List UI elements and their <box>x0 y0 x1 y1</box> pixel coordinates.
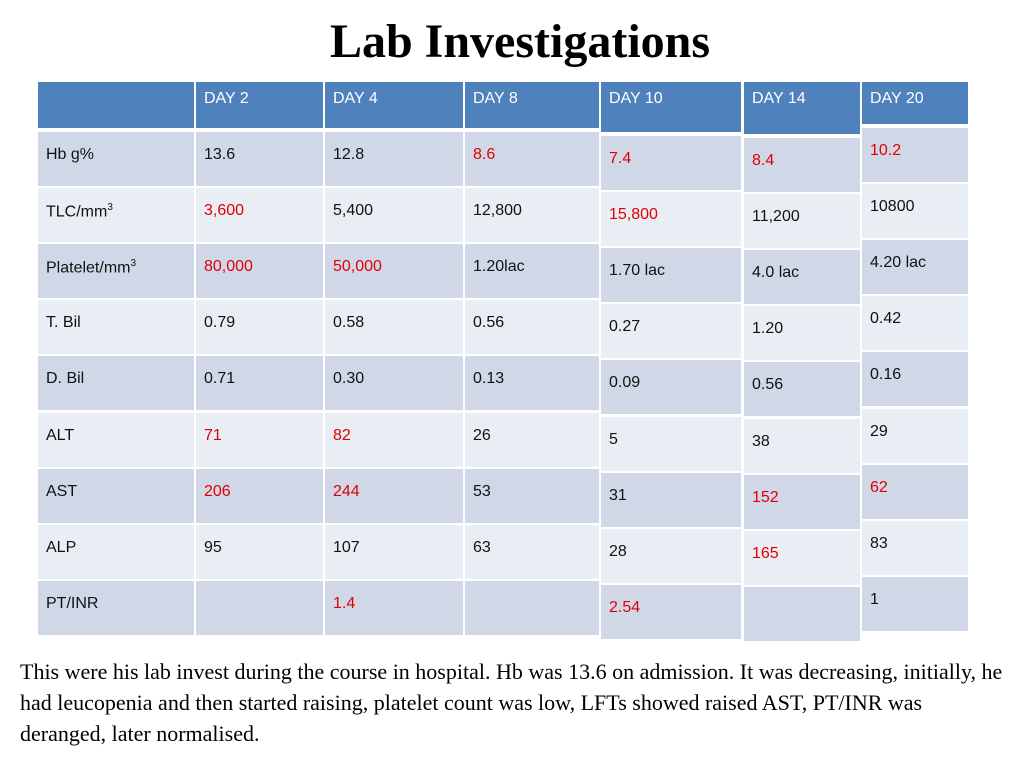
row-label-text: D. Bil <box>46 370 85 388</box>
value-cell: 1.20 <box>744 306 860 361</box>
value-cell: 8.6 <box>465 132 599 187</box>
value-cell: 0.16 <box>862 352 968 407</box>
column-header: DAY 20 <box>862 82 968 124</box>
value-cell <box>196 580 323 635</box>
row-label-text: Platelet/mm <box>46 259 131 277</box>
value-cell: 7.4 <box>601 136 741 191</box>
value-cell: 0.79 <box>196 300 323 355</box>
value-cell: 50,000 <box>325 244 463 299</box>
row-label-text: TLC/mm <box>46 203 108 221</box>
value-cell: 107 <box>325 524 463 579</box>
row-label-text: AST <box>46 482 78 500</box>
day-column: DAY 4 12.8 5,400 50,000 0.58 0.30 82 244 107 1.4 <box>325 82 463 636</box>
value-cell: 1.4 <box>325 580 463 635</box>
value-cell: 0.30 <box>325 356 463 411</box>
value-cell: 12.8 <box>325 132 463 187</box>
value-cell: 0.56 <box>744 362 860 417</box>
header-corner <box>38 82 194 128</box>
row-label: Hb g% <box>38 132 194 187</box>
column-header: DAY 2 <box>196 82 323 128</box>
row-label-text: T. Bil <box>46 314 81 332</box>
day-column: DAY 14 8.4 11,200 4.0 lac 1.20 0.56 38 152 165 <box>744 82 860 641</box>
row-label: T. Bil <box>38 300 194 355</box>
value-cell: 1 <box>862 576 968 631</box>
value-cell: 0.58 <box>325 300 463 355</box>
value-cell: 63 <box>465 524 599 579</box>
row-label-text: ALP <box>46 538 77 556</box>
value-cell: 4.20 lac <box>862 240 968 295</box>
lab-table: Hb g% TLC/mm3 Platelet/mm3 T. Bil D. Bil ALT A… <box>38 82 968 641</box>
row-label: TLC/mm3 <box>38 188 194 243</box>
value-cell: 15,800 <box>601 192 741 247</box>
value-cell: 4.0 lac <box>744 250 860 305</box>
column-header: DAY 14 <box>744 82 860 134</box>
column-header: DAY 8 <box>465 82 599 128</box>
value-cell: 31 <box>601 472 741 527</box>
value-cell: 244 <box>325 468 463 523</box>
value-cell: 0.42 <box>862 296 968 351</box>
row-label: ALT <box>38 412 194 467</box>
column-header: DAY 4 <box>325 82 463 128</box>
unit-superscript: 3 <box>130 258 137 270</box>
value-cell: 95 <box>196 524 323 579</box>
row-label: Platelet/mm3 <box>38 244 194 299</box>
unit-superscript: 3 <box>107 202 113 214</box>
day-column: DAY 8 8.6 12,800 1.20lac 0.56 0.13 26 53 63 <box>465 82 599 636</box>
value-cell: 11,200 <box>744 194 860 249</box>
value-cell: 8.4 <box>744 138 860 193</box>
value-cell <box>744 586 860 641</box>
value-cell: 0.71 <box>196 356 323 411</box>
value-cell: 80,000 <box>196 244 323 299</box>
label-column: Hb g% TLC/mm3 Platelet/mm3 T. Bil D. Bil ALT A… <box>38 82 194 636</box>
row-label: PT/INR <box>38 580 194 635</box>
value-cell: 12,800 <box>465 188 599 243</box>
value-cell: 165 <box>744 530 860 585</box>
value-cell: 2.54 <box>601 584 741 639</box>
value-cell: 62 <box>862 464 968 519</box>
value-cell: 206 <box>196 468 323 523</box>
value-cell: 3,600 <box>196 188 323 243</box>
value-cell: 10800 <box>862 184 968 239</box>
value-cell <box>465 580 599 635</box>
value-cell: 13.6 <box>196 132 323 187</box>
day-column: DAY 20 10.2 10800 4.20 lac 0.42 0.16 29 62 83 1 <box>862 82 968 636</box>
value-cell: 5,400 <box>325 188 463 243</box>
value-cell: 71 <box>196 412 323 467</box>
row-label: ALP <box>38 524 194 579</box>
value-cell: 28 <box>601 528 741 583</box>
value-cell: 10.2 <box>862 128 968 183</box>
summary-text: This were his lab invest during the cour… <box>20 659 1003 746</box>
column-header: DAY 10 <box>601 82 741 132</box>
value-cell: 29 <box>862 408 968 463</box>
row-label-text: ALT <box>46 426 75 444</box>
day-column: DAY 10 7.4 15,800 1.70 lac 0.27 0.09 5 31 28 2.54 <box>601 82 741 639</box>
value-cell: 82 <box>325 412 463 467</box>
value-cell: 152 <box>744 474 860 529</box>
slide-title: Lab Investigations <box>329 15 711 68</box>
day-column: DAY 2 13.6 3,600 80,000 0.79 0.71 71 206 95 <box>196 82 323 636</box>
value-cell: 83 <box>862 520 968 575</box>
value-cell: 1.70 lac <box>601 248 741 303</box>
row-label: D. Bil <box>38 356 194 411</box>
value-cell: 5 <box>601 416 741 471</box>
value-cell: 0.56 <box>465 300 599 355</box>
value-cell: 0.09 <box>601 360 741 415</box>
row-label-text: Hb g% <box>46 146 95 163</box>
value-cell: 26 <box>465 412 599 467</box>
row-label: AST <box>38 468 194 523</box>
value-cell: 53 <box>465 468 599 523</box>
value-cell: 38 <box>744 418 860 473</box>
value-cell: 0.27 <box>601 304 741 359</box>
value-cell: 1.20lac <box>465 244 599 299</box>
value-cell: 0.13 <box>465 356 599 411</box>
row-label-text: PT/INR <box>46 594 99 612</box>
